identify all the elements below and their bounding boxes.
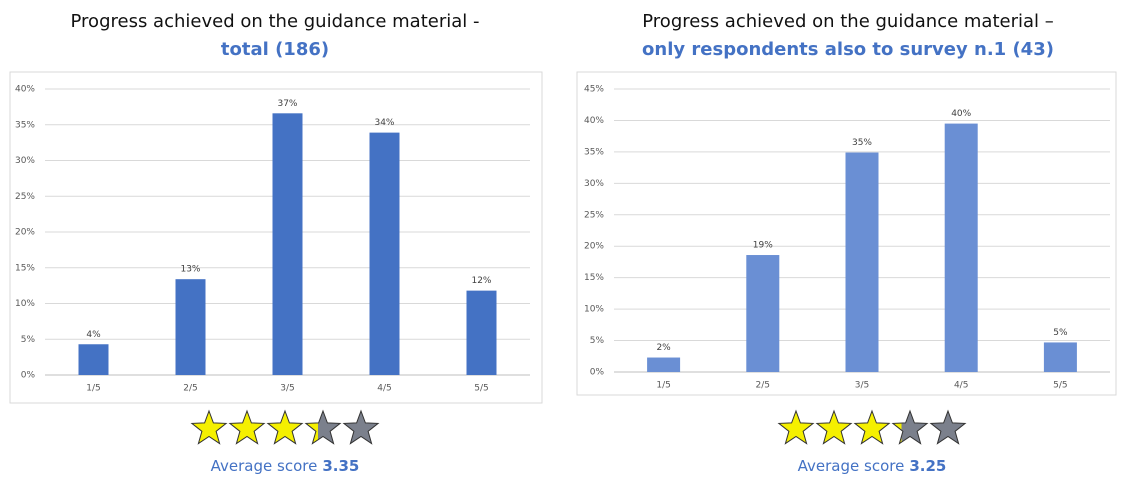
y-tick-label: 40% (15, 85, 35, 95)
bar (78, 344, 109, 375)
bar (647, 357, 681, 372)
y-tick-label: 0% (21, 371, 36, 381)
rating-star (190, 409, 228, 445)
score-label: Average score (798, 457, 905, 475)
x-tick-label: 5/5 (1053, 381, 1067, 391)
value-label: 4% (86, 330, 101, 340)
x-tick-label: 3/5 (855, 381, 869, 391)
chart-title: Progress achieved on the guidance materi… (642, 11, 1053, 32)
rating-star (342, 409, 380, 445)
y-tick-label: 25% (15, 192, 35, 202)
value-label: 19% (753, 241, 773, 251)
y-tick-label: 20% (15, 228, 35, 238)
x-tick-label: 4/5 (954, 381, 968, 391)
chart-subtitle: total (186) (221, 39, 329, 60)
y-tick-label: 10% (584, 305, 604, 315)
average-score: Average score 3.35 (211, 457, 360, 475)
bar (175, 279, 206, 375)
rating-star (853, 409, 891, 445)
rating-star (228, 409, 266, 445)
y-tick-label: 25% (584, 210, 604, 220)
y-tick-label: 20% (584, 242, 604, 252)
value-label: 35% (852, 138, 872, 148)
x-tick-label: 2/5 (756, 381, 770, 391)
y-tick-label: 0% (590, 368, 605, 378)
y-tick-label: 30% (15, 156, 35, 166)
y-tick-label: 5% (590, 336, 605, 346)
rating-star (891, 409, 929, 445)
value-label: 34% (374, 118, 394, 128)
rating-star (815, 409, 853, 445)
x-tick-label: 1/5 (656, 381, 670, 391)
y-tick-label: 15% (15, 263, 35, 273)
bar (1043, 342, 1077, 372)
bar (272, 113, 303, 375)
average-score: Average score 3.25 (798, 457, 947, 475)
score-value: 3.35 (322, 457, 359, 475)
bar (369, 132, 400, 375)
y-tick-label: 35% (584, 147, 604, 157)
x-tick-label: 1/5 (86, 384, 100, 394)
bar (746, 255, 780, 372)
value-label: 2% (656, 343, 671, 353)
value-label: 40% (951, 109, 971, 119)
x-tick-label: 4/5 (377, 384, 391, 394)
rating-star (304, 409, 342, 445)
y-tick-label: 10% (15, 299, 35, 309)
y-tick-label: 5% (21, 335, 36, 345)
rating-star (266, 409, 304, 445)
y-tick-label: 15% (584, 273, 604, 283)
value-label: 12% (471, 276, 491, 286)
y-tick-label: 40% (584, 116, 604, 126)
chart-subtitle: only respondents also to survey n.1 (43) (642, 39, 1054, 60)
bar (845, 152, 879, 372)
x-tick-label: 5/5 (474, 384, 488, 394)
score-value: 3.25 (909, 457, 946, 475)
rating-star (929, 409, 967, 445)
value-label: 37% (277, 99, 297, 109)
x-tick-label: 2/5 (183, 384, 197, 394)
value-label: 13% (180, 265, 200, 275)
y-tick-label: 45% (584, 85, 604, 95)
value-label: 5% (1053, 328, 1068, 338)
bar (944, 123, 978, 372)
y-tick-label: 30% (584, 179, 604, 189)
chart-title: Progress achieved on the guidance materi… (71, 11, 480, 32)
score-label: Average score (211, 457, 318, 475)
bar (466, 290, 497, 375)
x-tick-label: 3/5 (280, 384, 294, 394)
rating-star (777, 409, 815, 445)
y-tick-label: 35% (15, 120, 35, 130)
